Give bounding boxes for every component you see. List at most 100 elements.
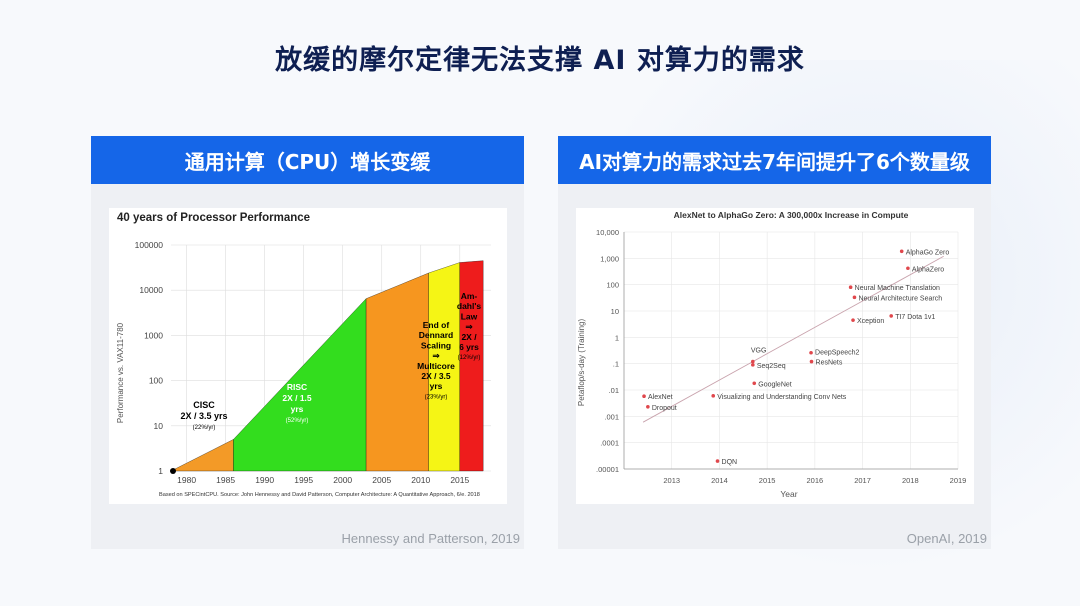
region-4-label: Law xyxy=(492,284,507,294)
data-point xyxy=(848,285,853,290)
region-1-rate: (52%/yr) xyxy=(286,418,309,424)
region-1-label: 2X / 1.5 xyxy=(282,393,312,403)
origin-point xyxy=(170,468,176,474)
y-tick-label: 10000 xyxy=(139,285,163,295)
region-4-rate: (3%/yr) xyxy=(490,328,507,334)
region-0-rate: (22%/yr) xyxy=(193,425,216,431)
y-tick-label: .00001 xyxy=(596,465,619,474)
region-4-label: ⇒ xyxy=(496,295,504,305)
x-tick-label: 1995 xyxy=(294,475,313,485)
region-2-label: Multicore xyxy=(417,361,455,371)
x-tick-label: 2000 xyxy=(333,475,352,485)
region-4-label: 2X / xyxy=(492,305,507,315)
x-tick-label: 2015 xyxy=(759,476,776,485)
ai-compute-panel-header: AI对算力的需求过去7年间提升了6个数量级 xyxy=(558,136,991,184)
data-point xyxy=(752,381,757,386)
x-tick-label: 2014 xyxy=(711,476,728,485)
region-2-label: ⇒ xyxy=(432,351,440,361)
x-tick-label: 2010 xyxy=(411,475,430,485)
data-point-label: TI7 Dota 1v1 xyxy=(895,314,935,321)
region-3-label: dahl's xyxy=(457,301,481,311)
region-2-label: Dennard xyxy=(419,330,453,340)
x-tick-label: 2016 xyxy=(807,476,824,485)
region-3-label: 2X / xyxy=(461,332,477,342)
ai-compute-chart-card: AlexNet to AlphaGo Zero: A 300,000x Incr… xyxy=(576,208,974,504)
y-tick-label: .001 xyxy=(604,412,619,421)
chart-footnote: Based on SPECintCPU. Source: John Hennes… xyxy=(159,492,480,498)
region-2-rate: (23%/yr) xyxy=(425,394,448,400)
ai-compute-chart: AlexNet to AlphaGo Zero: A 300,000x Incr… xyxy=(577,210,967,499)
processor-performance-chart: 40 years of Processor Performance 1 10 100 1… xyxy=(116,212,516,498)
y-tick-label: 10,000 xyxy=(596,228,619,237)
processor-performance-chart-card: 40 years of Processor Performance 1 10 100 1… xyxy=(109,208,516,504)
trend-line xyxy=(642,255,944,423)
y-axis-label: Performance vs. VAX11-780 xyxy=(116,322,125,423)
region-4-area xyxy=(459,260,484,472)
data-point xyxy=(852,295,857,300)
region-4-label: End of xyxy=(487,264,507,274)
y-tick-label: 1,000 xyxy=(600,254,619,263)
x-tick-label: 2005 xyxy=(372,475,391,485)
data-point xyxy=(899,249,904,254)
y-tick-label: 100 xyxy=(149,376,163,386)
region-1-area xyxy=(233,298,367,472)
y-tick-label: 10 xyxy=(611,307,619,316)
data-point-label: Dropout xyxy=(652,405,677,412)
data-point-label: Neural Architecture Search xyxy=(858,295,942,302)
x-tick-label: 2015 xyxy=(450,475,469,485)
data-point xyxy=(715,459,720,463)
region-3-area xyxy=(428,262,460,472)
data-point xyxy=(889,314,893,318)
y-tick-label: 1000 xyxy=(144,330,163,340)
y-tick-label: .1 xyxy=(613,360,619,369)
ai-compute-panel-source: OpenAI, 2019 xyxy=(906,531,987,546)
data-point xyxy=(646,405,650,409)
x-tick-label: 1985 xyxy=(216,475,235,485)
data-point xyxy=(851,318,855,322)
data-point-label: ResNets xyxy=(816,360,843,367)
x-tick-label: 2019 xyxy=(950,476,967,485)
region-2-label: 2X / 3.5 xyxy=(421,371,451,381)
cpu-panel-source: Hennessy and Patterson, 2019 xyxy=(341,531,520,546)
region-2-label: Scaling xyxy=(421,340,451,350)
region-4-label: Moore's xyxy=(484,274,507,284)
region-2-area xyxy=(365,272,429,472)
data-point-label: DeepSpeech2 xyxy=(815,350,859,357)
data-point xyxy=(751,363,755,367)
chart-title: AlexNet to AlphaGo Zero: A 300,000x Incr… xyxy=(674,210,909,220)
region-2-label: yrs xyxy=(430,381,443,391)
page-title: 放缓的摩尔定律无法支撑 AI 对算力的需求 xyxy=(275,45,805,76)
y-tick-label: 100000 xyxy=(135,240,164,250)
y-axis-label: Petaflop/s-day (Training) xyxy=(577,319,586,407)
data-point-label: Neural Machine Translation xyxy=(855,285,940,292)
region-1-label: RISC xyxy=(287,382,307,392)
y-tick-label: 100 xyxy=(606,281,619,290)
y-tick-label: 1 xyxy=(615,333,619,342)
data-point-label: AlphaGo Zero xyxy=(906,249,950,256)
data-point xyxy=(809,350,813,355)
data-point-label: DQN xyxy=(722,459,738,466)
region-2-label: End of xyxy=(423,320,450,330)
data-point-label: VGG xyxy=(751,348,767,355)
y-tick-label: .01 xyxy=(609,386,619,395)
region-0-label: 2X / 3.5 yrs xyxy=(180,411,227,421)
y-tick-label: .0001 xyxy=(600,439,619,448)
region-3-label: Am- xyxy=(461,291,478,301)
data-point-label: Xception xyxy=(857,318,884,325)
region-0-area xyxy=(170,439,234,472)
data-point xyxy=(809,359,814,364)
data-point xyxy=(711,394,716,398)
region-3-rate: (12%/yr) xyxy=(458,355,481,361)
data-point-label: Visualizing and Understanding Conv Nets xyxy=(717,394,847,401)
data-point-label: AlexNet xyxy=(648,394,673,401)
chart-title: 40 years of Processor Performance xyxy=(117,212,310,224)
data-point-label: AlphaZero xyxy=(912,266,944,273)
data-point-label: GoogleNet xyxy=(758,381,792,388)
x-tick-label: 2017 xyxy=(854,476,871,485)
x-tick-label: 1990 xyxy=(255,475,274,485)
region-3-label: 6 yrs xyxy=(459,342,479,352)
cpu-panel: 通用计算（CPU）增长变缓 40 years of Processor Perf… xyxy=(91,136,524,549)
region-3-label: Law xyxy=(461,311,478,321)
x-axis-label: Year xyxy=(780,489,797,499)
data-point xyxy=(906,266,910,271)
